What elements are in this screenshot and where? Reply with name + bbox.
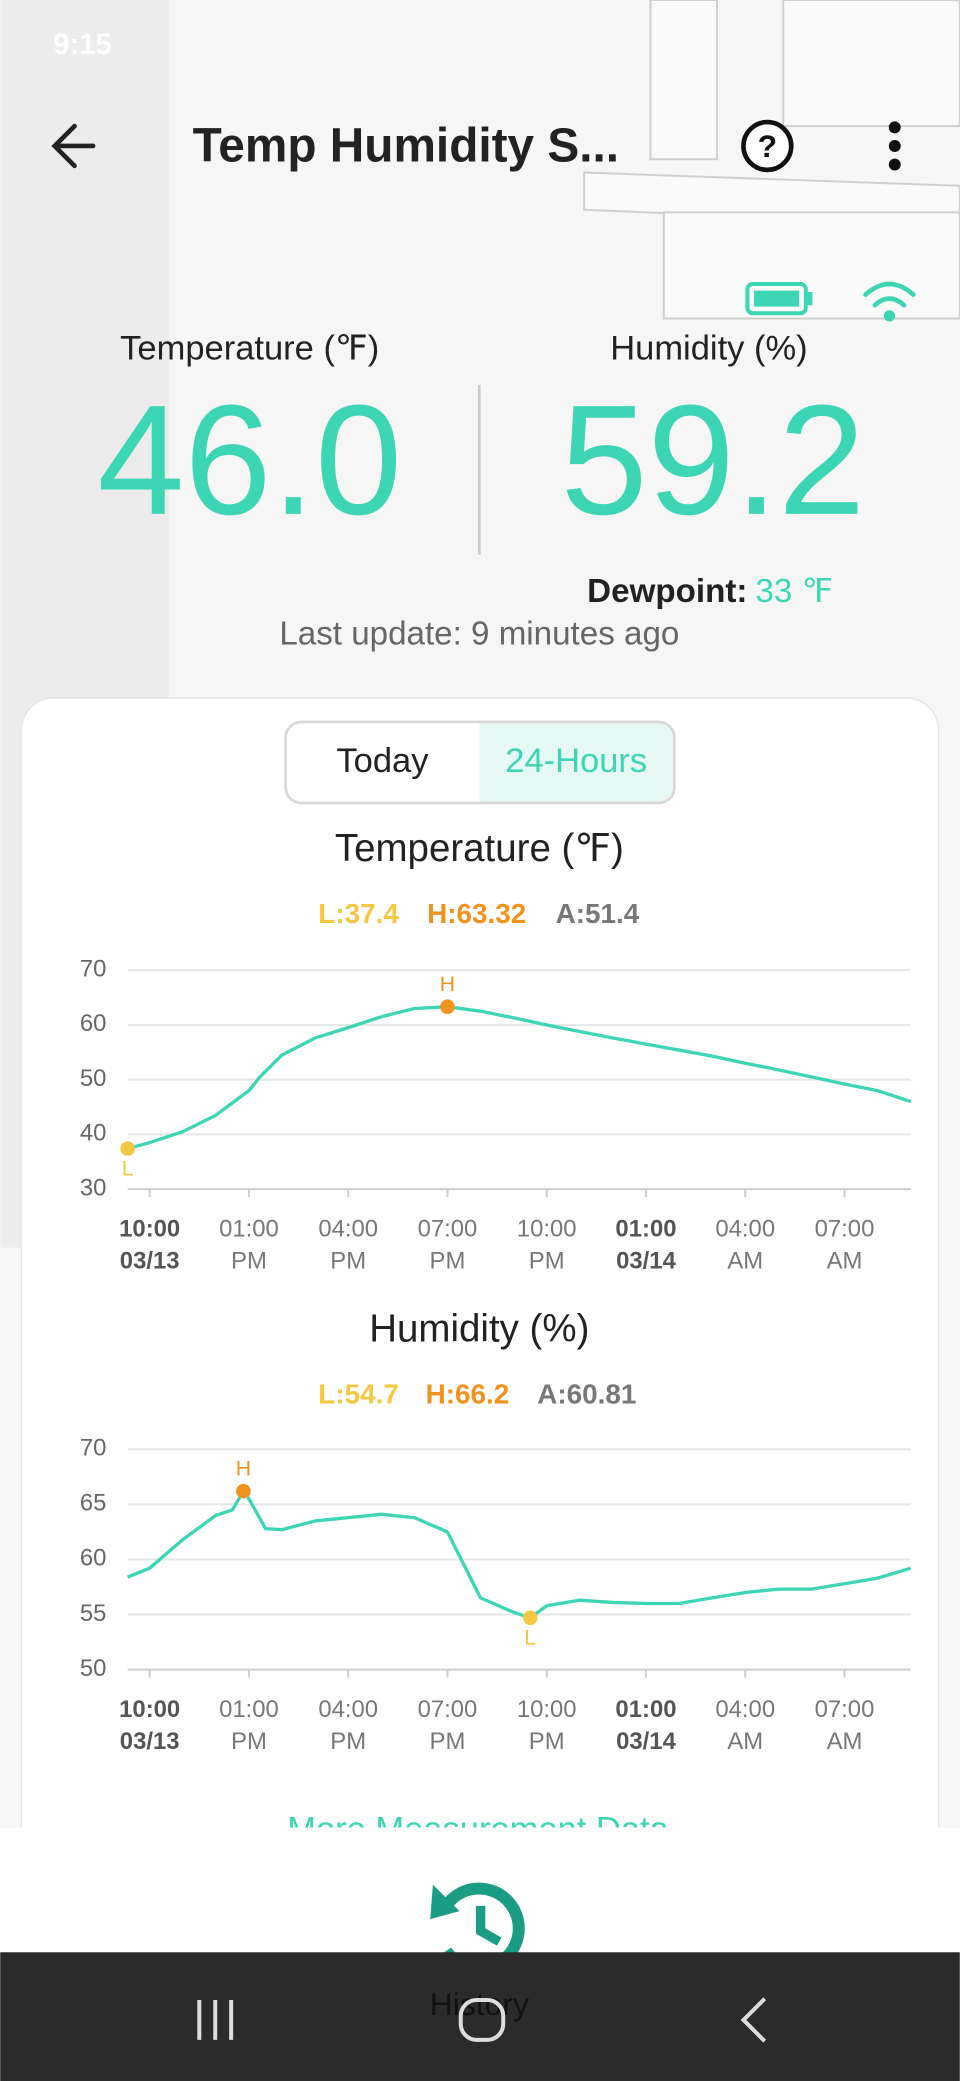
nav-recent[interactable]: [197, 2000, 234, 2040]
tab-selected: [479, 723, 674, 802]
marker-label: L: [524, 1627, 536, 1650]
x-tick-label: 01:00: [615, 1216, 676, 1243]
x-tick-label: AM: [827, 1728, 863, 1755]
x-tick-label: PM: [529, 1247, 565, 1274]
x-tick-label: 07:00: [815, 1216, 875, 1243]
y-tick-label: 65: [80, 1490, 107, 1517]
stat-low: L:54.7: [318, 1379, 399, 1410]
help-icon: ?: [758, 128, 777, 164]
x-tick-label: 07:00: [418, 1696, 478, 1723]
more-link-text: More Measurement Data: [287, 1811, 669, 1849]
stat-avg: A:51.4: [556, 898, 640, 929]
x-tick-label: 07:00: [815, 1696, 875, 1723]
tab[interactable]: 24-Hours: [505, 742, 647, 780]
x-tick-label: PM: [529, 1728, 565, 1755]
tab-toggle: Today 24-Hours: [284, 720, 676, 805]
temperature-value: 46.0: [97, 373, 402, 548]
x-tick-label: PM: [231, 1728, 267, 1755]
nav-back[interactable]: [740, 1997, 767, 2043]
y-tick-label: 70: [80, 1435, 107, 1462]
tab[interactable]: Today: [336, 742, 429, 780]
point-marker: [440, 999, 455, 1015]
x-tick-label: 10:00: [517, 1216, 577, 1243]
battery-icon: [745, 282, 813, 316]
x-tick-label: 04:00: [318, 1696, 378, 1723]
x-tick-label: 10:00: [119, 1696, 180, 1723]
y-tick-label: 40: [80, 1120, 107, 1147]
stat-avg: A:60.81: [537, 1379, 636, 1410]
x-tick-label: 03/13: [120, 1728, 180, 1755]
y-tick-label: 55: [80, 1600, 107, 1627]
y-tick-label: 50: [80, 1655, 107, 1682]
dewpoint-label: Dewpoint:: [587, 573, 747, 610]
data-line: [127, 1005, 912, 1151]
x-tick-label: 10:00: [517, 1696, 577, 1723]
x-tick-label: 01:00: [219, 1216, 279, 1243]
x-tick-label: PM: [330, 1247, 366, 1274]
x-tick-label: AM: [827, 1247, 863, 1274]
history-icon-arrow: [430, 1884, 460, 1920]
stat-high: H:66.2: [426, 1379, 510, 1410]
x-tick-label: PM: [430, 1247, 466, 1274]
x-tick-label: PM: [231, 1247, 267, 1274]
x-tick-label: 04:00: [715, 1216, 775, 1243]
stat-low: L:37.4: [318, 898, 399, 929]
point-marker: [522, 1610, 538, 1626]
header-title: Temp Humidity S...: [193, 119, 619, 172]
more-link[interactable]: More Measurement Data: [287, 1811, 669, 1849]
x-tick-label: 10:00: [119, 1216, 180, 1243]
y-tick-label: 50: [80, 1065, 107, 1092]
marker-label: H: [236, 1458, 251, 1481]
x-tick-label: 03/14: [616, 1728, 676, 1755]
marker-label: L: [122, 1157, 134, 1180]
history-label: History: [430, 1986, 529, 2022]
x-tick-label: 07:00: [418, 1216, 478, 1243]
wifi-icon: [863, 281, 916, 322]
y-tick-label: 30: [80, 1174, 107, 1201]
last-update: Last update: 9 minutes ago: [279, 615, 679, 652]
stat-high: H:63.32: [427, 898, 526, 929]
humidity-label: Humidity (%): [610, 329, 807, 367]
x-tick-label: 03/14: [616, 1247, 676, 1274]
x-tick-label: 04:00: [715, 1696, 775, 1723]
x-tick-label: PM: [330, 1728, 366, 1755]
window-illustration: [583, 0, 960, 320]
x-tick-label: 01:00: [615, 1696, 676, 1723]
charts: Temperature (℉) L:37.4 H:63.32 A:51.4 30 40 50…: [80, 827, 912, 1755]
back-button[interactable]: [51, 123, 96, 169]
temperature-label: Temperature (℉): [120, 329, 379, 367]
history-icon-hands: [476, 1905, 502, 1946]
y-tick-label: 70: [80, 955, 107, 982]
nav-bar: [0, 1952, 960, 2081]
point-marker: [120, 1141, 135, 1156]
nav-buttons: [197, 1997, 767, 2043]
x-tick-label: 01:00: [219, 1696, 279, 1723]
marker-label: H: [440, 973, 455, 996]
chart-title: Humidity (%): [369, 1307, 589, 1350]
help-button[interactable]: ?: [741, 119, 794, 173]
y-tick-label: 60: [80, 1010, 107, 1037]
nav-home[interactable]: [458, 1998, 506, 2042]
dewpoint-value: 33 ℉: [755, 573, 833, 610]
status-time: 9:15: [53, 29, 111, 61]
chart-title: Temperature (℉): [335, 827, 624, 870]
x-tick-label: 04:00: [318, 1216, 378, 1243]
humidity-value: 59.2: [561, 373, 866, 548]
x-tick-label: 03/13: [120, 1247, 180, 1274]
x-tick-label: AM: [727, 1247, 763, 1274]
y-tick-label: 60: [80, 1545, 107, 1572]
menu-button[interactable]: [888, 121, 901, 171]
x-tick-label: PM: [430, 1728, 466, 1755]
x-tick-label: AM: [727, 1728, 763, 1755]
point-marker: [236, 1483, 251, 1499]
